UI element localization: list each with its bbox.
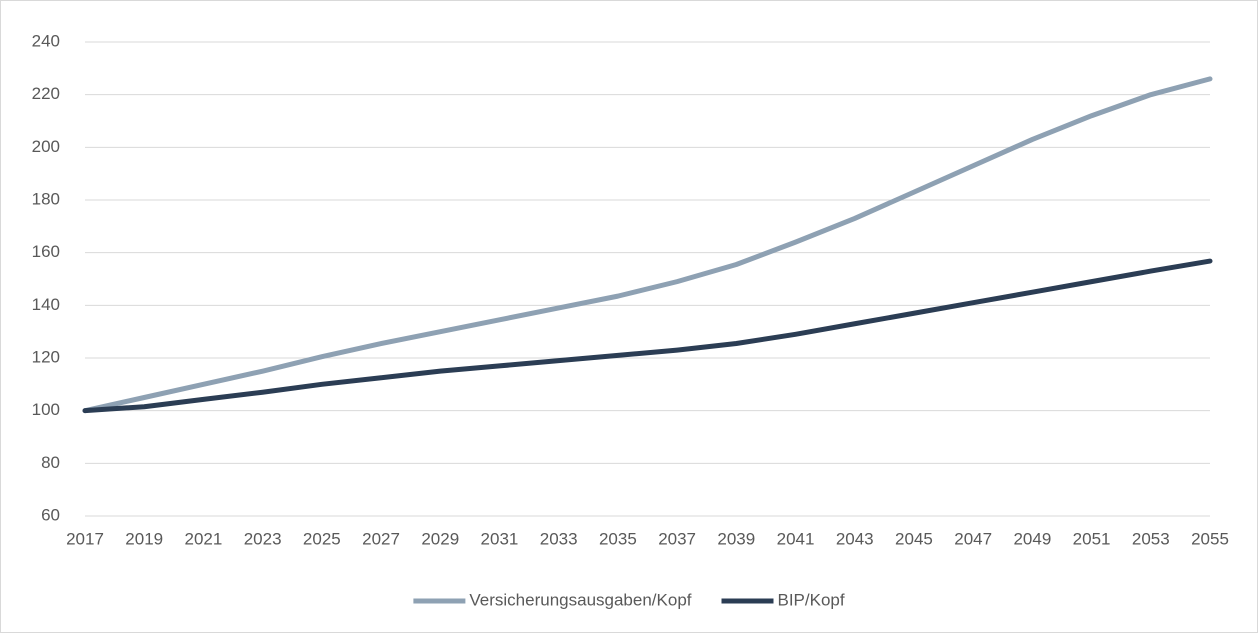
x-tick-label: 2049 — [1013, 529, 1051, 548]
x-tick-label: 2019 — [125, 529, 163, 548]
x-tick-label: 2045 — [895, 529, 933, 548]
y-tick-label: 180 — [32, 189, 60, 208]
y-tick-label: 140 — [32, 295, 60, 314]
x-tick-label: 2023 — [244, 529, 282, 548]
y-tick-label: 100 — [32, 400, 60, 419]
x-tick-label: 2051 — [1073, 529, 1111, 548]
x-tick-label: 2033 — [540, 529, 578, 548]
y-tick-label: 220 — [32, 84, 60, 103]
y-tick-label: 200 — [32, 137, 60, 156]
legend-label: Versicherungsausgaben/Kopf — [469, 590, 691, 609]
y-tick-label: 80 — [41, 453, 60, 472]
y-tick-label: 160 — [32, 242, 60, 261]
x-tick-label: 2027 — [362, 529, 400, 548]
x-tick-label: 2035 — [599, 529, 637, 548]
x-tick-label: 2029 — [421, 529, 459, 548]
legend-item: Versicherungsausgaben/Kopf — [413, 590, 692, 609]
legend-label: BIP/Kopf — [778, 590, 845, 609]
x-tick-label: 2053 — [1132, 529, 1170, 548]
x-tick-label: 2055 — [1191, 529, 1229, 548]
x-tick-label: 2021 — [185, 529, 223, 548]
x-tick-label: 2037 — [658, 529, 696, 548]
x-tick-label: 2041 — [777, 529, 815, 548]
x-tick-label: 2017 — [66, 529, 104, 548]
y-tick-label: 60 — [41, 505, 60, 524]
legend-item: BIP/Kopf — [721, 590, 845, 609]
series-line — [82, 76, 1213, 414]
x-tick-label: 2039 — [717, 529, 755, 548]
x-tick-label: 2043 — [836, 529, 874, 548]
x-tick-label: 2047 — [954, 529, 992, 548]
y-tick-label: 120 — [32, 347, 60, 366]
x-tick-label: 2025 — [303, 529, 341, 548]
x-tick-label: 2031 — [481, 529, 519, 548]
y-tick-label: 240 — [32, 31, 60, 50]
series-line — [82, 258, 1213, 414]
